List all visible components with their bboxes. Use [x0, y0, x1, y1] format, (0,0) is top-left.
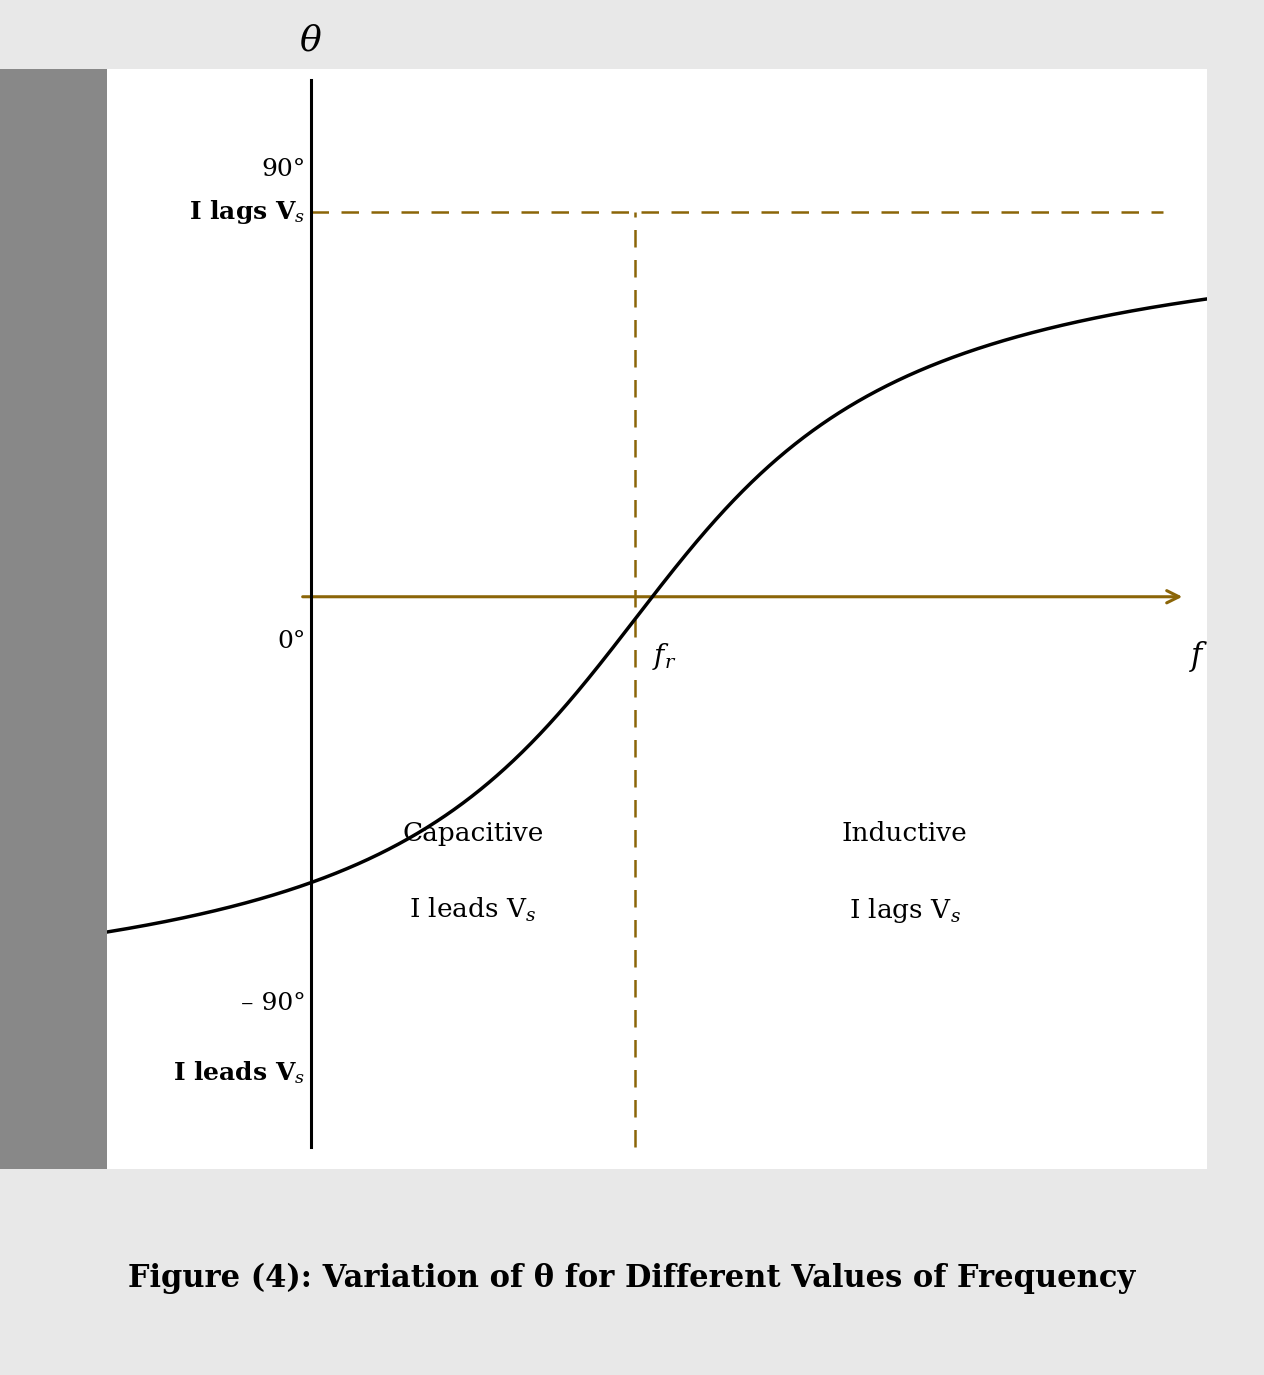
Text: Capacitive: Capacitive	[402, 821, 544, 846]
Text: Inductive: Inductive	[842, 821, 967, 846]
Text: Figure (4): Variation of θ for Different Values of Frequency: Figure (4): Variation of θ for Different…	[129, 1264, 1135, 1294]
Text: 90°: 90°	[262, 158, 306, 182]
Text: 0°: 0°	[277, 630, 306, 653]
Text: f: f	[1191, 641, 1202, 672]
Text: I lags V$_s$: I lags V$_s$	[190, 198, 306, 226]
Text: I leads V$_s$: I leads V$_s$	[173, 1059, 306, 1086]
Text: I lags V$_s$: I lags V$_s$	[848, 895, 961, 925]
Text: – 90°: – 90°	[240, 993, 306, 1015]
Text: f$_r$: f$_r$	[652, 641, 676, 672]
Text: $\theta$: $\theta$	[300, 23, 322, 58]
Text: I leads V$_s$: I leads V$_s$	[410, 896, 537, 924]
